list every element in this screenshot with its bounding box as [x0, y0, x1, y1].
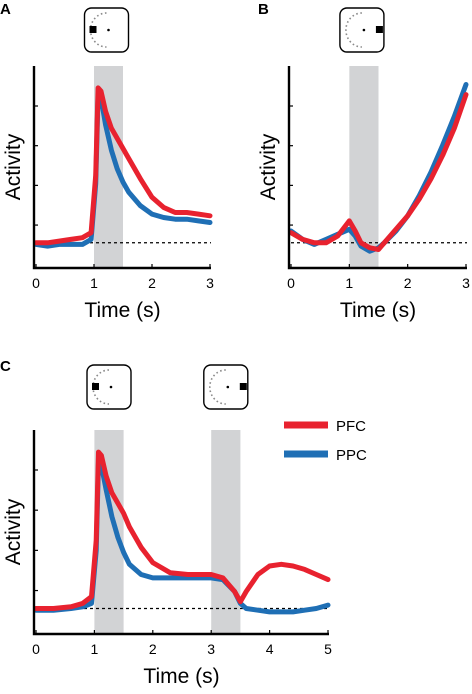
series-ppc: [33, 459, 331, 615]
x-tick-label: 3: [207, 641, 215, 657]
series-pfc: [33, 449, 331, 611]
panel-letter: C: [0, 358, 11, 375]
stimulus-icon: [86, 364, 132, 410]
legend-label-ppc: PPC: [336, 447, 367, 464]
panel-letter: A: [0, 1, 11, 18]
x-axis-title: Time (s): [340, 299, 416, 322]
series-ppc: [33, 92, 213, 249]
x-tick-label: 3: [462, 275, 470, 291]
x-axis-title: Time (s): [143, 665, 219, 688]
x-tick-label: 1: [91, 641, 99, 657]
stimulus-icon: [203, 364, 249, 410]
legend: PFC PPC: [284, 418, 367, 464]
series-pfc: [288, 92, 469, 252]
panel-c: C 0 1 2 3 4 5 Time (s) Activity: [0, 358, 332, 688]
y-axis-title: Activity: [257, 133, 280, 200]
x-tick-label: 0: [287, 275, 295, 291]
panel-b: B 0 1 2 3 Time (s) Activity: [257, 1, 470, 322]
x-tick-label: 5: [324, 641, 332, 657]
x-tick-label: 4: [266, 641, 274, 657]
panel-letter: B: [258, 1, 269, 18]
panel-a: A 0 1 2 3 Time (s) Activity: [0, 1, 214, 322]
x-tick-label: 3: [206, 275, 214, 291]
x-tick-label: 0: [32, 275, 40, 291]
axes: [32, 430, 329, 636]
series-pfc: [33, 85, 213, 246]
stimulus-icon: [339, 7, 385, 53]
x-tick-label: 0: [32, 641, 40, 657]
y-axis-title: Activity: [2, 133, 25, 200]
stimulus-window: [211, 430, 241, 634]
stimulus-icon: [83, 7, 130, 53]
x-axis-title: Time (s): [84, 299, 160, 322]
x-tick-label: 2: [149, 641, 157, 657]
x-tick-label: 2: [404, 275, 412, 291]
legend-label-pfc: PFC: [336, 418, 366, 435]
x-tick-label: 1: [90, 275, 98, 291]
x-tick-label: 1: [345, 275, 353, 291]
y-axis-title: Activity: [2, 498, 25, 565]
x-tick-label: 2: [148, 275, 156, 291]
